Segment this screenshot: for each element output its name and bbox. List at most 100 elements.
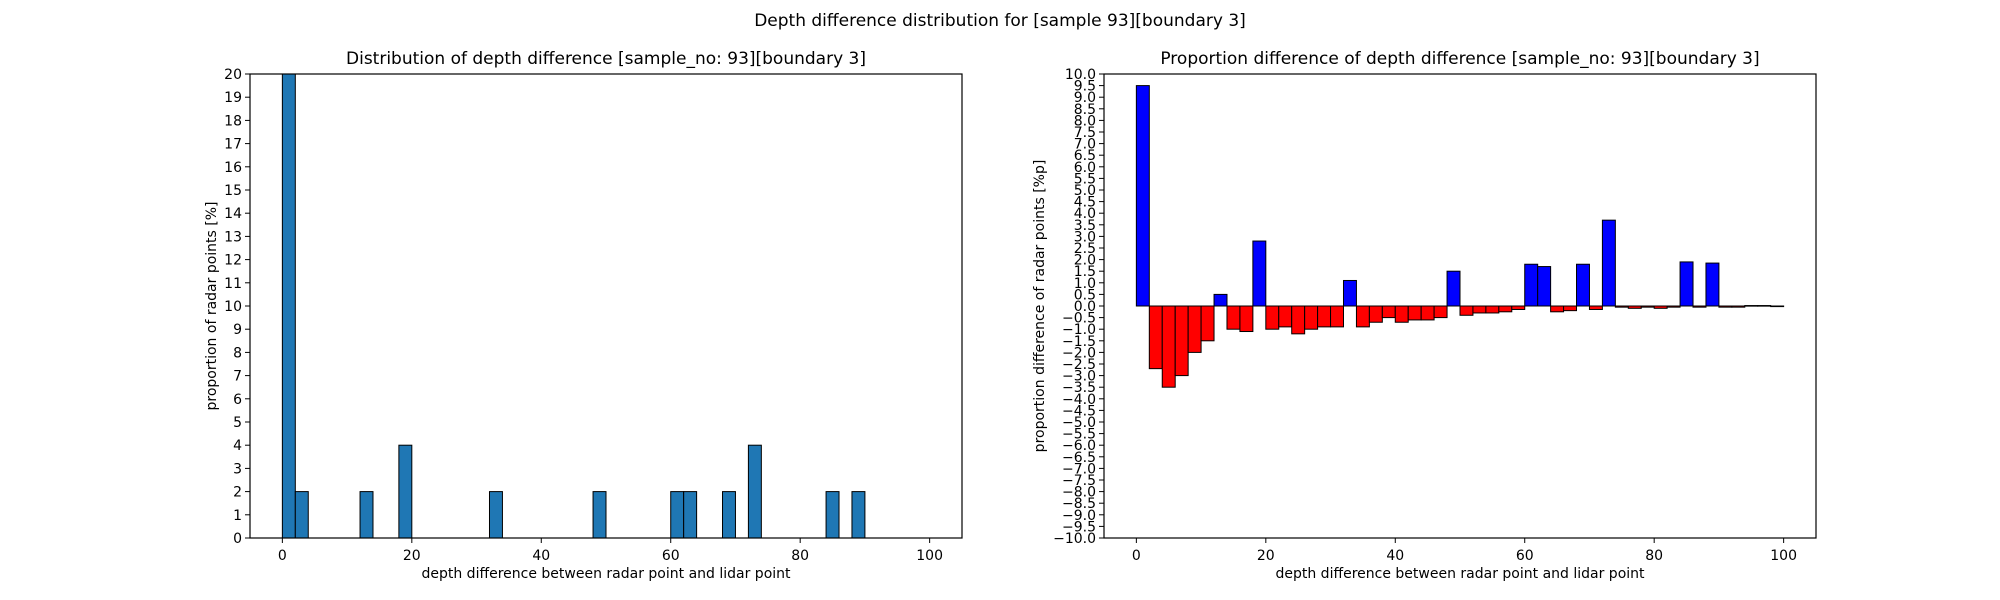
proportion-difference-y-tick-label: 4.0: [1074, 206, 1096, 222]
proportion-difference-bar: [1550, 305, 1565, 313]
proportion-difference-bar: [1433, 305, 1448, 319]
proportion-difference-bar: [1666, 305, 1681, 308]
distribution-y-tick-label: 17: [224, 137, 242, 153]
proportion-difference-y-tick-label: 5.0: [1074, 183, 1096, 199]
proportion-difference-y-tick-label: 6.0: [1074, 160, 1096, 176]
proportion-difference-bar: [1446, 270, 1461, 307]
proportion-difference-y-tick-label: −0.5: [1062, 311, 1096, 327]
distribution-y-tick-label: 2: [233, 485, 242, 501]
proportion-difference-title: Proportion difference of depth differenc…: [1160, 49, 1759, 69]
proportion-difference-bar: [1627, 305, 1642, 309]
proportion-difference-x-tick-label: 40: [1386, 548, 1404, 564]
proportion-difference-bar: [1614, 305, 1629, 308]
proportion-difference-y-tick-label: −1.0: [1062, 322, 1096, 338]
distribution-bar: [825, 491, 840, 539]
proportion-difference-bar: [1213, 293, 1228, 307]
proportion-difference-plot-frame: [1103, 73, 1817, 539]
proportion-difference-y-tick-label: −3.5: [1062, 380, 1096, 396]
proportion-difference-y-tick-label: 6.5: [1074, 148, 1096, 164]
distribution-bar: [722, 491, 736, 539]
distribution-bar: [683, 491, 698, 539]
proportion-difference-y-tick-label: 3.0: [1074, 229, 1096, 245]
proportion-difference-chart: Proportion difference of depth differenc…: [1032, 49, 1817, 582]
proportion-difference-y-tick-label: 4.5: [1074, 195, 1096, 211]
distribution-y-tick-label: 18: [224, 113, 242, 129]
proportion-difference-bar: [1330, 305, 1345, 328]
proportion-difference-bar: [1135, 85, 1150, 307]
proportion-difference-bar: [1239, 305, 1254, 333]
proportion-difference-bar: [1511, 305, 1526, 310]
distribution-chart: Distribution of depth difference [sample…: [204, 49, 963, 582]
proportion-difference-y-ticks: −10.0−9.5−9.0−8.5−8.0−7.5−7.0−6.5−6.0−5.…: [1053, 67, 1104, 547]
distribution-x-tick-label: 40: [532, 548, 550, 564]
distribution-y-tick-label: 1: [233, 508, 242, 524]
proportion-difference-bar: [1407, 305, 1422, 321]
proportion-difference-y-tick-label: −6.0: [1062, 438, 1096, 454]
proportion-difference-y-tick-label: 7.5: [1074, 125, 1096, 141]
distribution-xlabel: depth difference between radar point and…: [421, 566, 791, 582]
proportion-difference-y-tick-label: −4.0: [1062, 392, 1096, 408]
proportion-difference-y-tick-label: −6.5: [1062, 450, 1096, 466]
proportion-difference-y-tick-label: −7.0: [1062, 461, 1096, 477]
distribution-y-tick-label: 13: [224, 229, 242, 245]
proportion-difference-bar: [1563, 305, 1578, 312]
proportion-difference-y-tick-label: −10.0: [1053, 531, 1096, 547]
proportion-difference-x-ticks: 0 20 40 60 80 100: [1132, 538, 1797, 564]
proportion-difference-bar: [1472, 305, 1487, 314]
distribution-bar: [851, 491, 866, 539]
proportion-difference-bar: [1653, 305, 1668, 309]
proportion-difference-bar: [1692, 305, 1707, 308]
distribution-bar: [281, 73, 296, 539]
proportion-difference-y-tick-label: 8.5: [1074, 102, 1096, 118]
distribution-y-tick-label: 16: [224, 160, 242, 176]
distribution-plot-frame: [249, 73, 963, 539]
proportion-difference-y-tick-label: 2.0: [1074, 253, 1096, 269]
distribution-y-tick-label: 10: [224, 299, 242, 315]
proportion-difference-y-tick-label: −2.5: [1062, 357, 1096, 373]
proportion-difference-x-tick-label: 60: [1516, 548, 1534, 564]
proportion-difference-bar: [1265, 305, 1280, 330]
distribution-bar: [592, 491, 607, 539]
distribution-x-ticks: 0 20 40 60 80 100: [278, 538, 943, 564]
distribution-x-tick-label: 0: [278, 548, 287, 564]
distribution-y-tick-label: 3: [233, 461, 242, 477]
proportion-difference-y-tick-label: −4.5: [1062, 403, 1096, 419]
proportion-difference-y-tick-label: 9.5: [1074, 79, 1096, 95]
proportion-difference-x-tick-label: 80: [1645, 548, 1663, 564]
proportion-difference-bar: [1420, 305, 1435, 321]
distribution-x-tick-label: 80: [791, 548, 809, 564]
distribution-bar: [359, 491, 374, 539]
distribution-y-tick-label: 12: [224, 253, 242, 269]
distribution-y-tick-label: 6: [233, 392, 242, 408]
distribution-bar: [488, 491, 503, 539]
proportion-difference-bar: [1252, 240, 1267, 307]
distribution-y-tick-label: 11: [224, 276, 242, 292]
proportion-difference-bar: [1718, 305, 1733, 308]
distribution-y-tick-label: 20: [224, 67, 242, 83]
distribution-x-tick-label: 100: [916, 548, 943, 564]
distribution-y-tick-label: 5: [233, 415, 242, 431]
proportion-difference-x-tick-label: 20: [1257, 548, 1275, 564]
proportion-difference-x-tick-label: 100: [1770, 548, 1797, 564]
proportion-difference-bar: [1355, 305, 1370, 328]
proportion-difference-bar: [1705, 262, 1720, 307]
proportion-difference-y-tick-label: −2.0: [1062, 345, 1096, 361]
proportion-difference-bar: [1459, 305, 1474, 316]
proportion-difference-bar: [1679, 261, 1694, 307]
proportion-difference-y-tick-label: 8.0: [1074, 113, 1096, 129]
proportion-difference-bar: [1498, 305, 1513, 313]
proportion-difference-bar: [1342, 279, 1357, 307]
proportion-difference-bar: [1757, 305, 1772, 307]
proportion-difference-bar: [1394, 305, 1409, 323]
distribution-bar: [670, 491, 685, 539]
distribution-bar: [747, 444, 762, 539]
distribution-title: Distribution of depth difference [sample…: [346, 49, 866, 69]
proportion-difference-y-tick-label: −7.5: [1062, 473, 1096, 489]
proportion-difference-ylabel: proportion difference of radar points [%…: [1032, 160, 1048, 453]
distribution-x-tick-label: 60: [662, 548, 680, 564]
distribution-y-tick-label: 19: [224, 90, 242, 106]
proportion-difference-bar: [1524, 263, 1539, 307]
proportion-difference-bar: [1187, 305, 1202, 353]
proportion-difference-y-tick-label: 10.0: [1065, 67, 1096, 83]
